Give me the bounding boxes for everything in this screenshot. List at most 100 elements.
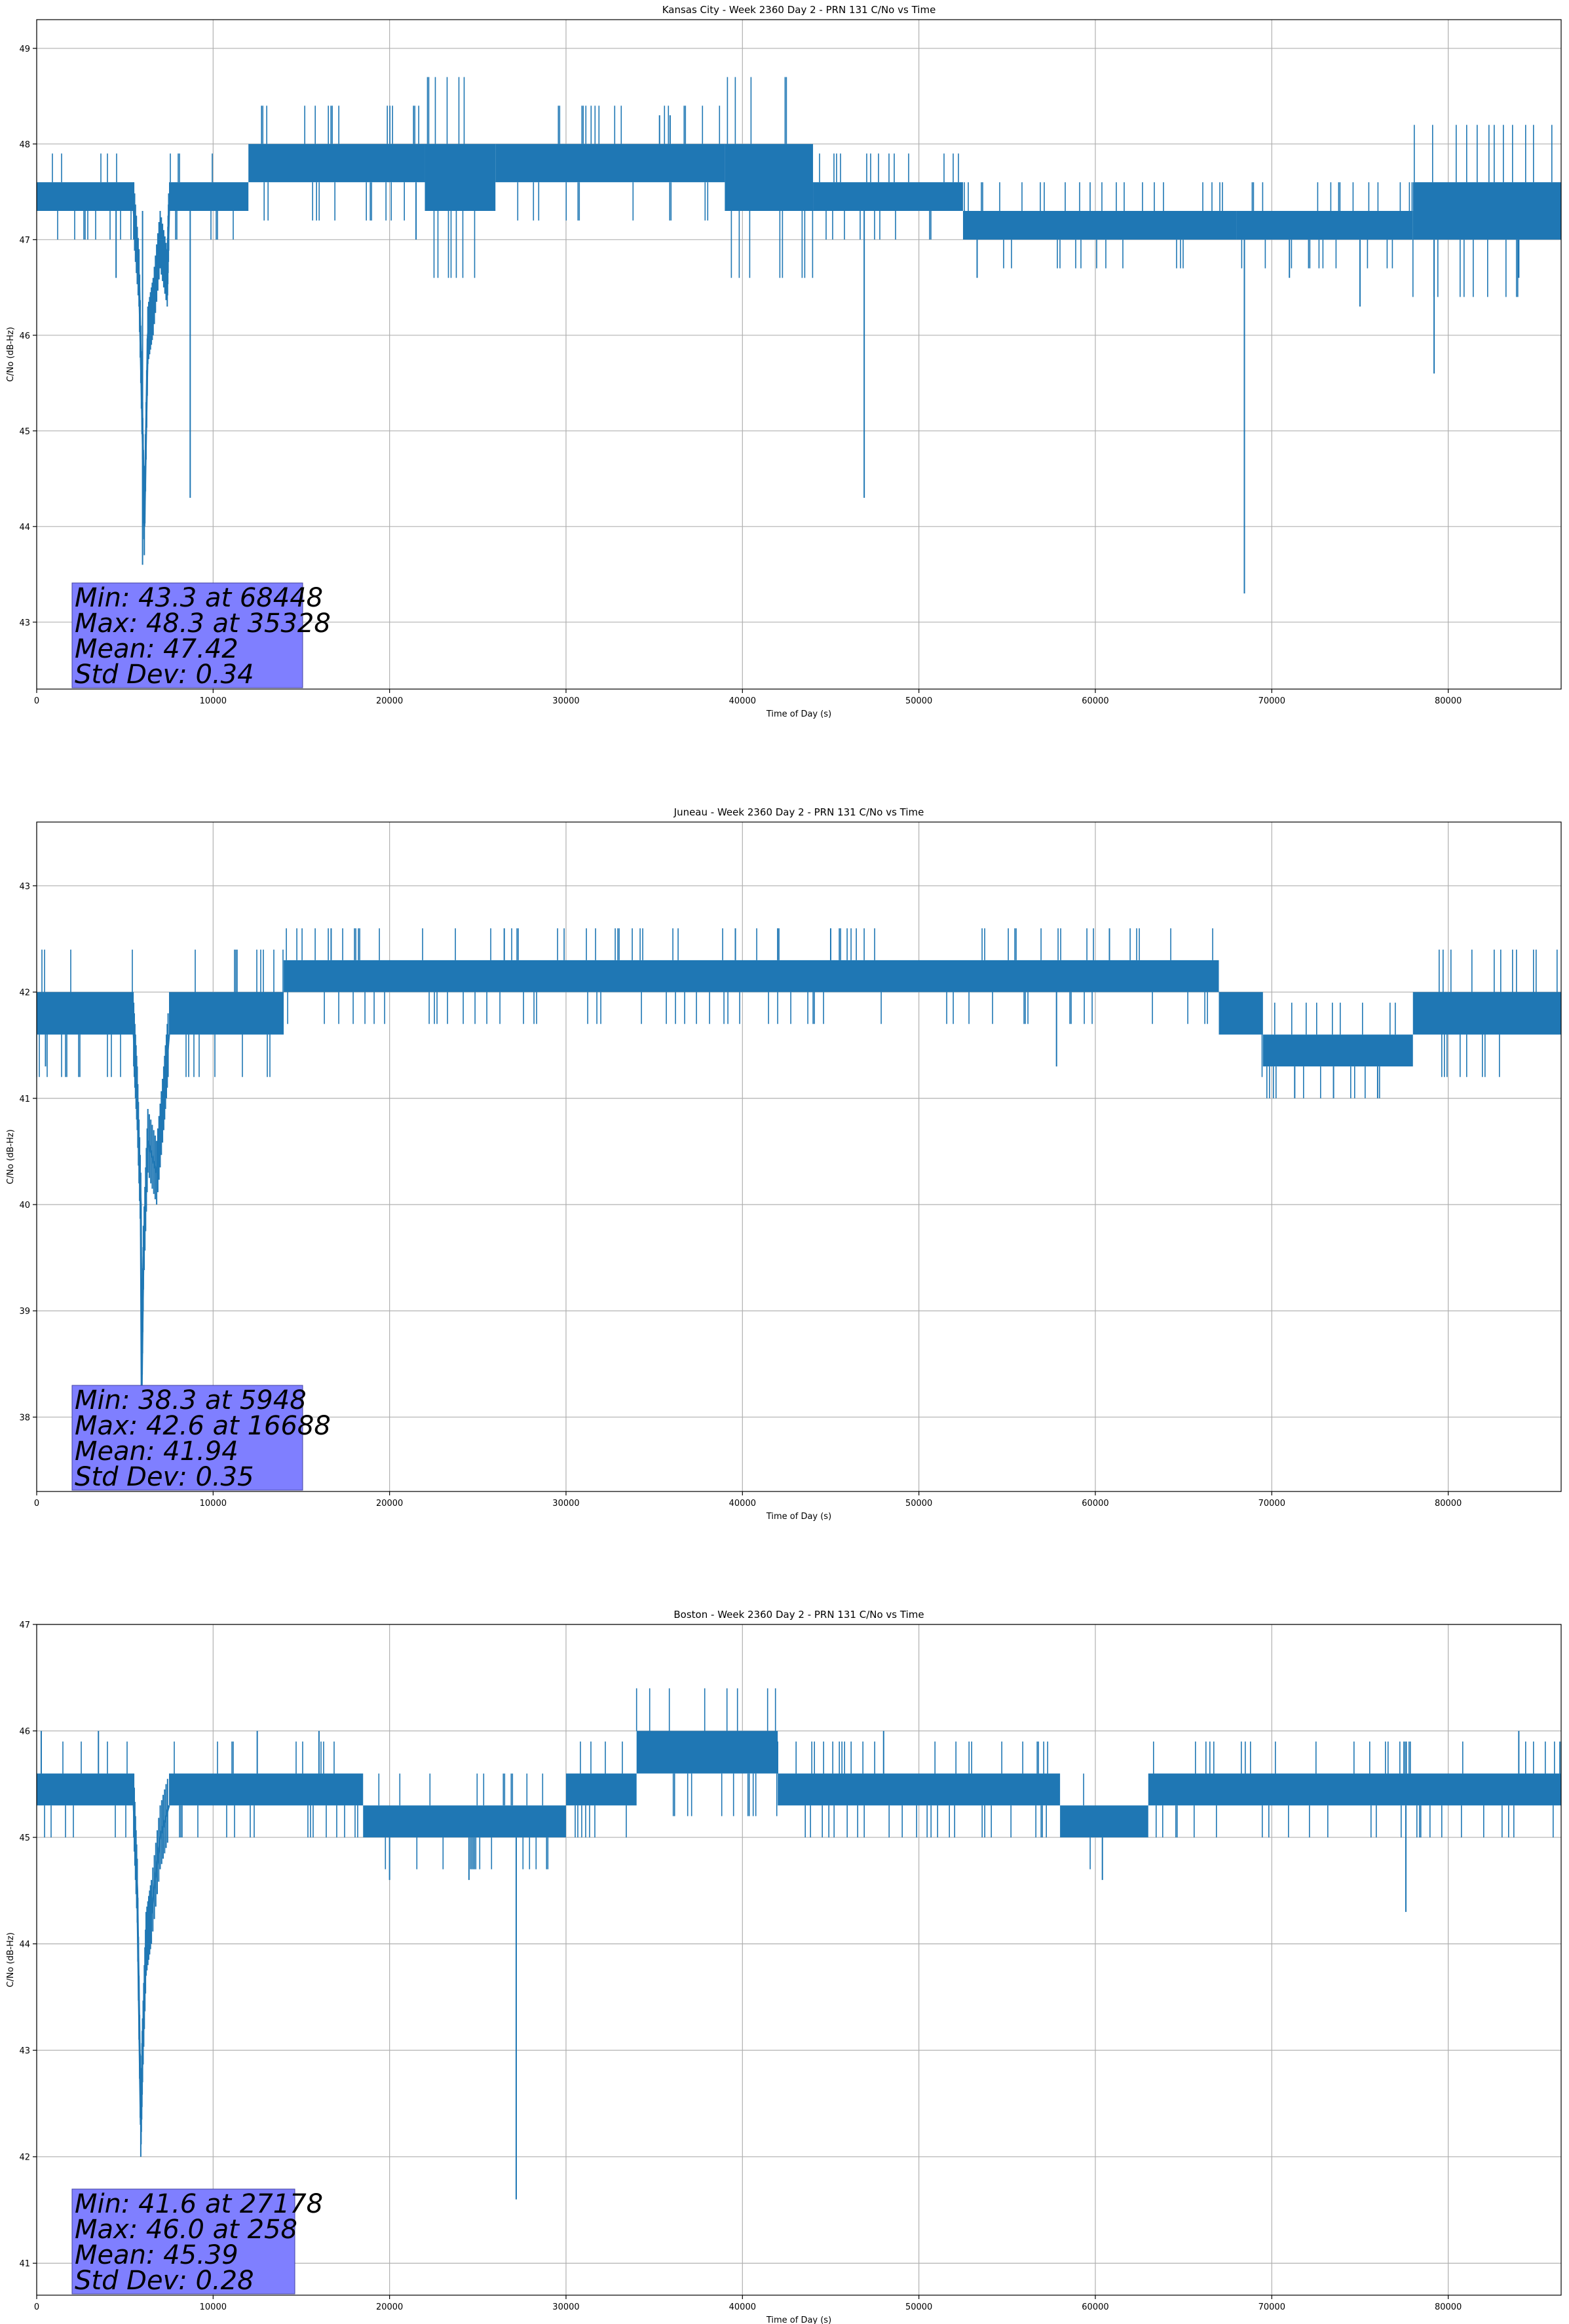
x-tick-label: 60000 — [1082, 696, 1108, 706]
series-noise — [819, 153, 959, 240]
stats-mean: Mean: 41.94 — [75, 1436, 238, 1467]
series-noise — [1083, 1773, 1091, 1869]
axes-frame — [36, 19, 1562, 690]
series-band — [725, 143, 814, 211]
y-tick-label: 49 — [19, 45, 30, 54]
chart-1: 0 10000 20000 30000 40000 50000 60000 70000 8000… — [6, 4, 1562, 719]
series-noise — [1153, 1741, 1561, 1838]
axes-frame — [36, 1624, 1562, 2296]
x-tick-label: 80000 — [1435, 696, 1462, 706]
y-tick-label: 43 — [19, 618, 30, 628]
series-band — [284, 960, 1219, 992]
y-tick-label: 44 — [19, 1940, 30, 1950]
x-axis-label: Time of Day (s) — [766, 2315, 831, 2324]
x-tick-label: 30000 — [552, 696, 579, 706]
x-tick-label: 30000 — [552, 2302, 579, 2312]
series-dip-noise — [133, 182, 170, 555]
x-axis-label: Time of Day (s) — [766, 709, 831, 719]
x-tick-label: 0 — [34, 696, 39, 706]
series-noise — [185, 949, 284, 1078]
plot-area — [37, 77, 1561, 593]
stats-max: Max: 46.0 at 258 — [75, 2215, 297, 2245]
series-band — [168, 1773, 364, 1806]
series-noise — [727, 77, 814, 278]
series-band — [168, 182, 249, 211]
series-noise — [777, 1741, 1048, 1838]
series-band — [1060, 1805, 1148, 1838]
stats-min: Min: 38.3 at 5948 — [75, 1385, 307, 1415]
x-tick-label: 40000 — [729, 696, 756, 706]
stats-box — [71, 2188, 295, 2295]
stats-std: Std Dev: 0.28 — [75, 2266, 254, 2296]
series-noise — [44, 1741, 128, 1838]
series-noise — [261, 105, 419, 221]
x-tick-label: 0 — [34, 2302, 39, 2312]
y-tick-label: 40 — [19, 1201, 30, 1210]
series-dip-noise — [133, 1773, 168, 2157]
series-band — [1236, 211, 1413, 240]
series-band — [168, 992, 284, 1035]
x-tick-label: 30000 — [552, 1499, 579, 1509]
series-band — [495, 143, 725, 183]
y-tick-label: 42 — [19, 988, 30, 998]
series-noise — [1266, 1002, 1396, 1098]
x-tick-label: 80000 — [1435, 1499, 1462, 1509]
stats-std: Std Dev: 0.34 — [75, 660, 254, 690]
series-band — [37, 182, 134, 211]
x-tick-label: 40000 — [729, 2302, 756, 2312]
series-noise — [286, 928, 1213, 1024]
y-tick-label: 48 — [19, 140, 30, 150]
x-tick-label: 50000 — [905, 2302, 932, 2312]
y-axis-label: C/No (dB-Hz) — [6, 1932, 16, 1987]
chart-title: Boston - Week 2360 Day 2 - PRN 131 C/No … — [673, 1609, 924, 1621]
series-band — [813, 182, 963, 211]
y-tick-label: 45 — [19, 427, 30, 437]
plot-area — [37, 1688, 1561, 2200]
stats-std: Std Dev: 0.35 — [75, 1462, 254, 1492]
x-tick-label: 60000 — [1082, 1499, 1108, 1509]
y-tick-label: 45 — [19, 1833, 30, 1843]
x-tick-label: 50000 — [905, 1499, 932, 1509]
series-noise — [575, 1741, 627, 1838]
series-noise — [426, 77, 476, 278]
x-tick-label: 20000 — [376, 1499, 403, 1509]
series-noise — [1241, 182, 1413, 269]
x-tick-label: 20000 — [376, 696, 403, 706]
x-tick-label: 50000 — [905, 696, 932, 706]
x-tick-label: 0 — [34, 1499, 39, 1509]
y-axis-label: C/No (dB-Hz) — [6, 1129, 16, 1184]
x-tick-label: 80000 — [1435, 2302, 1462, 2312]
series-band — [425, 143, 496, 211]
series-noise — [170, 153, 234, 240]
y-tick-label: 39 — [19, 1307, 30, 1317]
series-band — [1148, 1773, 1561, 1806]
y-tick-label: 46 — [19, 331, 30, 341]
x-tick-label: 40000 — [729, 1499, 756, 1509]
series-band — [962, 211, 1237, 240]
y-tick-label: 43 — [19, 882, 30, 891]
y-tick-label: 41 — [19, 2259, 30, 2269]
y-tick-label: 44 — [19, 523, 30, 533]
stats-mean: Mean: 47.42 — [75, 634, 238, 664]
series-band — [1262, 1034, 1413, 1067]
series-band — [565, 1773, 637, 1806]
stats-max: Max: 42.6 at 16688 — [75, 1411, 331, 1441]
series-band — [1412, 182, 1561, 240]
series-noise — [1412, 124, 1553, 297]
stats-mean: Mean: 45.39 — [75, 2240, 238, 2270]
series-noise — [378, 1773, 549, 1869]
x-tick-label: 10000 — [200, 696, 227, 706]
x-tick-label: 10000 — [200, 1499, 227, 1509]
y-tick-label: 38 — [19, 1413, 30, 1423]
chart-2: 0 10000 20000 30000 40000 50000 60000 70000 8000… — [6, 806, 1562, 1522]
stats-box — [71, 582, 303, 688]
series-band — [636, 1731, 778, 1774]
series-noise — [517, 105, 721, 221]
series-band — [37, 992, 134, 1035]
axes-frame — [36, 821, 1562, 1492]
y-tick-label: 47 — [19, 1621, 30, 1630]
stats-max: Max: 48.3 at 35328 — [75, 609, 331, 639]
x-tick-label: 70000 — [1258, 696, 1285, 706]
y-tick-label: 43 — [19, 2046, 30, 2056]
